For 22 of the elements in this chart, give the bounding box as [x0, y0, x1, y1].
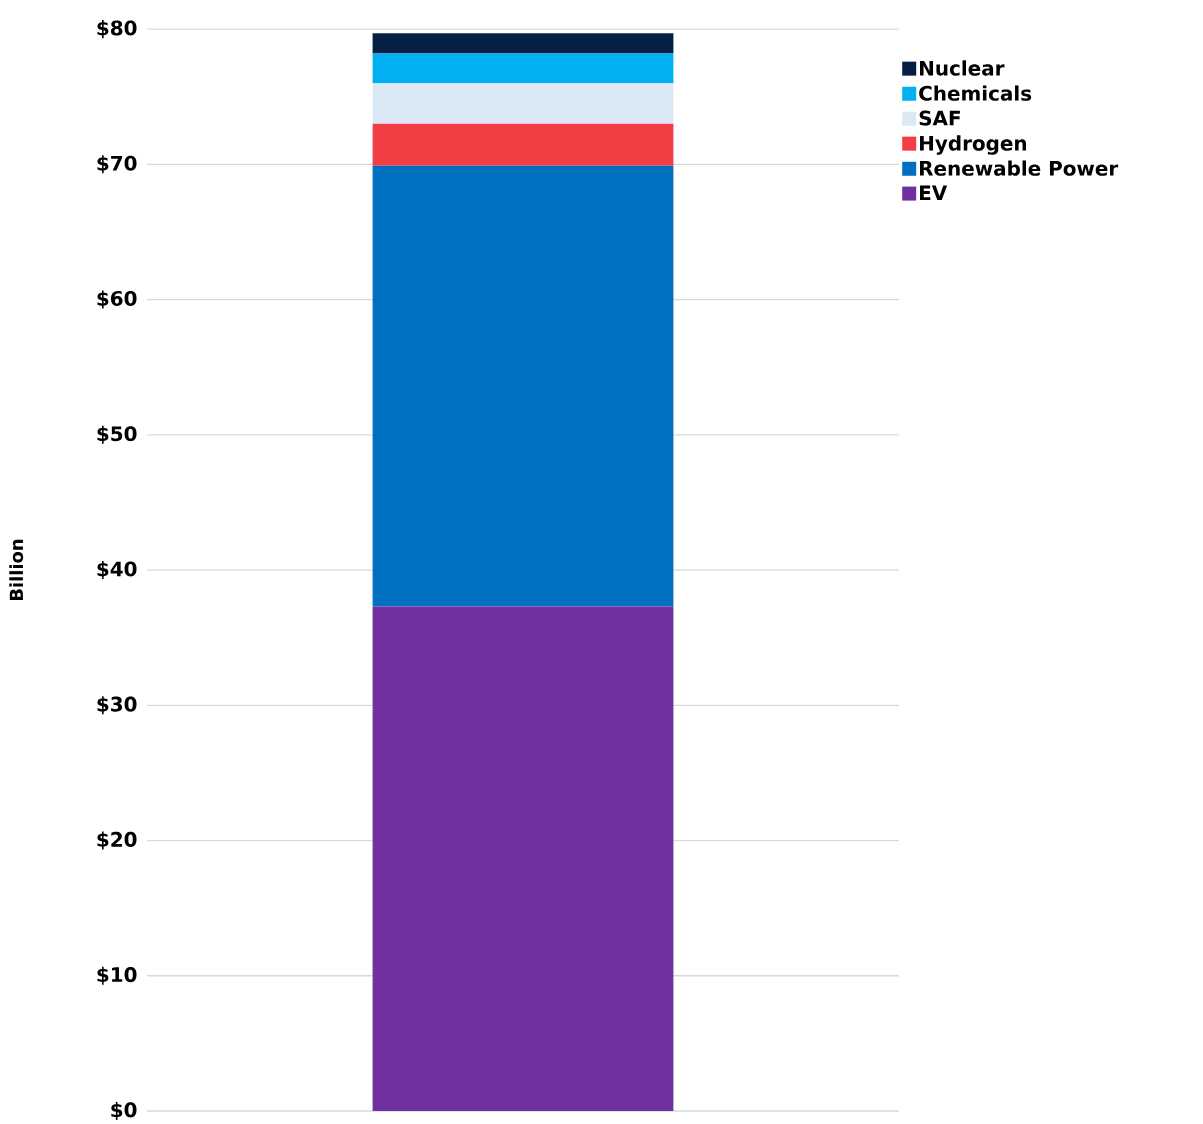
y-tick-label: $40	[97, 561, 137, 580]
y-tick-label: $10	[97, 966, 137, 985]
bar	[372, 83, 674, 124]
y-tick-label: $70	[97, 155, 137, 174]
legend-label: EV	[920, 185, 948, 201]
y-tick-label: $0	[111, 1101, 137, 1121]
y-axis-title: Billion	[9, 539, 24, 601]
legend-label: Nuclear	[920, 60, 1005, 76]
y-tick-label: $80	[97, 20, 137, 39]
legend-label: Renewable Power	[920, 160, 1119, 176]
bar	[372, 123, 674, 166]
legend-label: Hydrogen	[920, 135, 1027, 155]
y-tick-label: $60	[97, 290, 137, 309]
legend-label: SAF	[919, 110, 960, 126]
y-tick-label: $30	[97, 696, 137, 715]
bar	[372, 165, 674, 607]
legend-label: Chemicals	[919, 85, 1032, 101]
bar	[372, 33, 674, 54]
bar	[372, 606, 674, 1111]
y-tick-label: $20	[97, 831, 137, 850]
bar	[372, 53, 674, 84]
y-tick-label: $50	[97, 425, 137, 444]
